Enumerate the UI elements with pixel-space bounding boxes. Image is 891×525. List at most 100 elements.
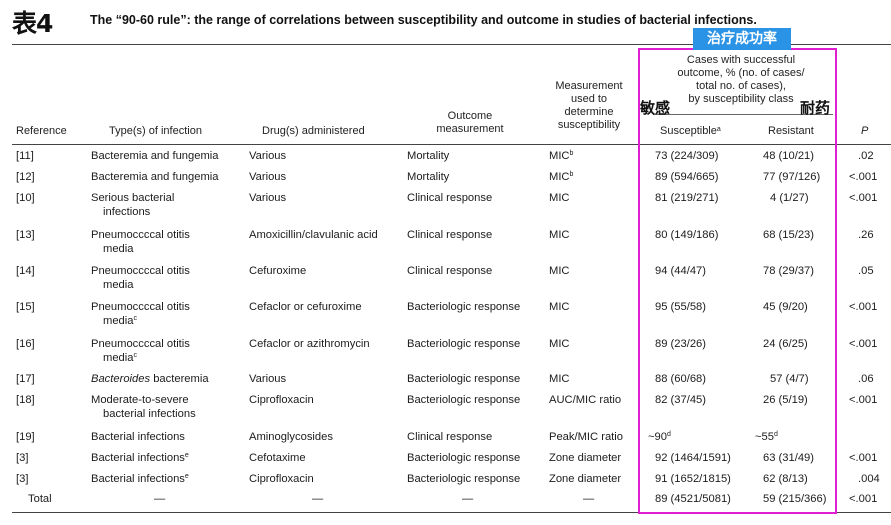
- cell-resistant-text: 59 (215/366): [763, 493, 827, 505]
- cell-measurement: MIC: [549, 300, 570, 314]
- cell-resistant: 68 (15/23): [763, 228, 814, 242]
- cell-infection-text: bacteremia: [150, 373, 209, 385]
- cell-drug: Various: [249, 192, 287, 204]
- cell-infection-line: Moderate-to-severe: [91, 393, 196, 407]
- cell-infection: Serious bacterial infections: [91, 191, 174, 219]
- cell-susceptible-text: 80 (149/186): [655, 229, 719, 241]
- cell-infection-text: media: [103, 243, 134, 255]
- cell-infection-line: Bacteremia and fungemia: [91, 170, 219, 184]
- cell-infection-text: Bacteremia and fungemia: [91, 171, 219, 183]
- resistant-annotation: 耐药: [800, 99, 831, 117]
- cell-infection: Bacteremia and fungemia: [91, 149, 219, 163]
- cell-susceptible-text: 92 (1464/1591): [655, 452, 731, 464]
- cell-p-value: .02: [858, 150, 874, 162]
- cases-subheader-rule: [653, 114, 833, 115]
- header-rule: [12, 144, 891, 145]
- cell-drug: Cefuroxime: [249, 265, 307, 277]
- cell-susceptible: 95 (55/58): [655, 300, 706, 314]
- header-outcome-line: Outcome: [447, 110, 493, 122]
- cell-outcome: Clinical response: [407, 192, 493, 204]
- cell-drug: Various: [249, 373, 287, 385]
- cell-infection-text: —: [154, 493, 166, 505]
- cell-measurement: Peak/MIC ratio: [549, 430, 623, 444]
- cell-resistant-text: ~55: [755, 431, 774, 443]
- cell-measurement-text: MIC: [549, 192, 570, 204]
- cell-p-value: .05: [858, 265, 874, 277]
- cell-infection-text: media: [103, 279, 134, 291]
- cell-infection: Bacterial infections: [91, 430, 185, 444]
- cell-drug: Cefotaxime: [249, 452, 306, 464]
- cell-measurement: Zone diameter: [549, 451, 621, 465]
- cell-susceptible-text: 73 (224/309): [655, 150, 719, 162]
- footnote-marker: a: [716, 126, 721, 133]
- cell-susceptible-text: 94 (44/47): [655, 265, 706, 277]
- cell-infection-text: Bacterial infections: [91, 431, 185, 443]
- cell-p-value: .26: [858, 229, 874, 241]
- cell-infection-line: —: [154, 492, 165, 506]
- cell-infection: Bacteroides bacteremia: [91, 372, 209, 386]
- footnote-marker: c: [133, 352, 137, 359]
- cell-reference: [13]: [16, 229, 35, 241]
- cell-drug: Cefaclor or cefuroxime: [249, 301, 362, 313]
- cell-measurement: MIC: [549, 337, 570, 351]
- cell-susceptible: 80 (149/186): [655, 228, 718, 242]
- cell-susceptible: 89 (4521/5081): [655, 492, 731, 506]
- cell-infection-line: infections: [91, 205, 174, 219]
- cell-infection-text: Pneumoccccal otitis: [91, 301, 190, 313]
- cell-infection-text: infections: [103, 206, 151, 218]
- cell-drug: Various: [249, 171, 287, 183]
- cell-resistant-text: 48 (10/21): [763, 150, 814, 162]
- cell-resistant-text: 26 (5/19): [763, 394, 808, 406]
- cell-drug: —: [312, 493, 324, 505]
- cell-infection: Pneumoccccal otitis mediac: [91, 300, 190, 328]
- cell-infection-line: mediac: [91, 314, 190, 328]
- cell-infection-line: bacterial infections: [91, 407, 196, 421]
- cell-susceptible-text: 82 (37/45): [655, 394, 706, 406]
- header-drug: Drug(s) administered: [262, 125, 365, 137]
- cell-resistant: 45 (9/20): [763, 300, 808, 314]
- cell-measurement: MIC: [549, 228, 570, 242]
- cell-outcome: Clinical response: [407, 229, 493, 241]
- header-outcome: Outcome measurement: [425, 110, 515, 136]
- cell-measurement: MIC: [549, 191, 570, 205]
- cell-infection-line: mediac: [91, 351, 190, 365]
- cell-susceptible-text: 81 (219/271): [655, 192, 719, 204]
- header-susceptible: Susceptiblea: [660, 125, 721, 138]
- header-susceptible-label: Susceptible: [660, 125, 717, 137]
- cell-infection-text: bacterial infections: [103, 408, 196, 420]
- header-cases-line: outcome, % (no. of cases/: [677, 67, 805, 79]
- cell-measurement: MICb: [549, 149, 573, 163]
- cell-infection-line: Bacterial infectionse: [91, 451, 189, 465]
- cell-infection-line: media: [91, 278, 190, 292]
- cell-drug: Cefaclor or azithromycin: [249, 338, 370, 350]
- cell-resistant: 26 (5/19): [763, 393, 808, 407]
- header-measurement-line: used to: [570, 93, 608, 105]
- cell-outcome: Bacteriologic response: [407, 338, 521, 350]
- cell-measurement: —: [583, 492, 594, 506]
- cell-infection: Moderate-to-severe bacterial infections: [91, 393, 196, 421]
- cell-reference: [3]: [16, 452, 29, 464]
- cell-measurement-text: MIC: [549, 301, 570, 313]
- cell-measurement-text: Peak/MIC ratio: [549, 431, 623, 443]
- table-number: 表4: [12, 9, 53, 38]
- cell-susceptible: 91 (1652/1815): [655, 472, 731, 486]
- cell-resistant: 78 (29/37): [763, 264, 814, 278]
- cell-susceptible: 89 (23/26): [655, 337, 706, 351]
- cell-resistant: 59 (215/366): [763, 492, 826, 506]
- cell-p-value: .06: [858, 373, 874, 385]
- header-resistant: Resistant: [768, 125, 814, 137]
- cell-susceptible-text: 88 (60/68): [655, 373, 706, 385]
- cell-infection-line: Pneumoccccal otitis: [91, 264, 190, 278]
- footnote-marker: e: [184, 473, 189, 480]
- cell-reference: [3]: [16, 473, 29, 485]
- cell-susceptible-text: 89 (23/26): [655, 338, 706, 350]
- cell-resistant-text: 4 (1/27): [770, 192, 809, 204]
- cell-reference: [15]: [16, 301, 35, 313]
- cell-infection-line: Pneumoccccal otitis: [91, 228, 190, 242]
- header-measurement-line: susceptibility: [557, 119, 621, 131]
- cell-drug: Ciprofloxacin: [249, 473, 314, 485]
- cell-resistant-text: 77 (97/126): [763, 171, 821, 183]
- cell-resistant-text: 24 (6/25): [763, 338, 808, 350]
- cell-susceptible: 73 (224/309): [655, 149, 718, 163]
- success-rate-tag: 治疗成功率: [693, 28, 791, 50]
